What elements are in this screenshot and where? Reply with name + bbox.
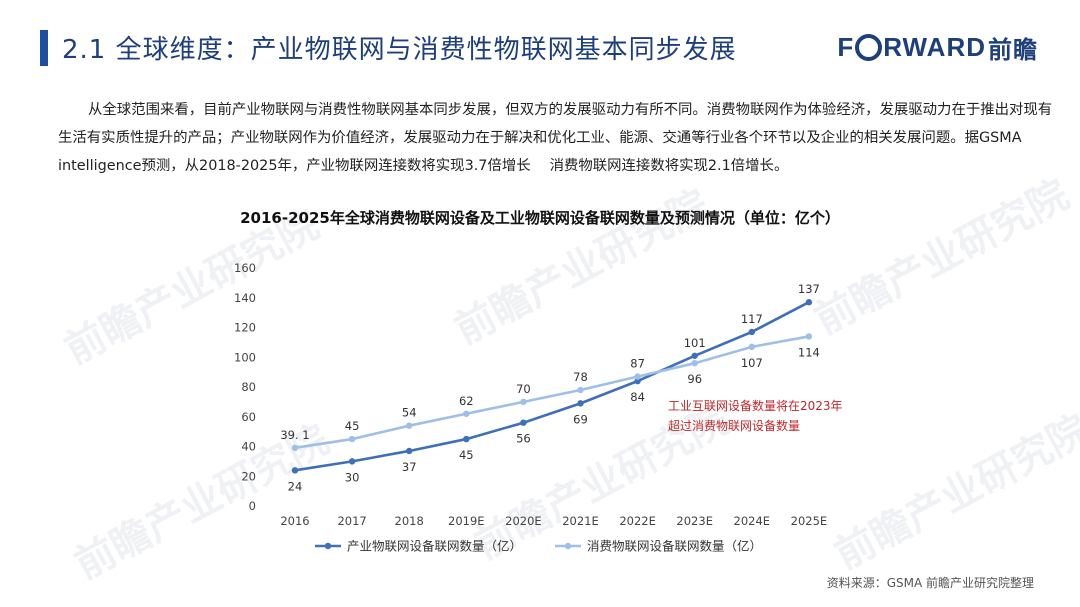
consumer-data-point bbox=[577, 386, 584, 394]
industrial-data-point bbox=[520, 419, 527, 426]
consumer-data-label: 107 bbox=[741, 356, 763, 370]
industrial-data-point bbox=[348, 458, 356, 465]
y-tick-label: 140 bbox=[234, 291, 256, 305]
x-tick-label: 2018 bbox=[395, 514, 424, 528]
x-tick-label: 2021E bbox=[562, 514, 599, 528]
consumer-data-point bbox=[805, 333, 813, 340]
consumer-data-point bbox=[291, 444, 299, 452]
y-tick-label: 80 bbox=[241, 380, 256, 394]
consumer-data-point bbox=[748, 343, 755, 351]
x-tick-label: 2016 bbox=[280, 514, 309, 528]
y-tick-label: 60 bbox=[241, 410, 256, 424]
industrial-data-label: 45 bbox=[459, 448, 474, 462]
chart-title: 2016-2025年全球消费物联网设备及工业物联网设备联网数量及预测情况（单位：… bbox=[240, 209, 840, 227]
consumer-data-point bbox=[348, 435, 356, 443]
legend-consumer-marker bbox=[564, 542, 572, 550]
legend-consumer-label: 消费物联网设备联网数量（亿） bbox=[587, 539, 762, 554]
body-paragraph: 从全球范围来看，目前产业物联网与消费性物联网基本同步发展，但双方的发展驱动力有所… bbox=[58, 102, 1053, 174]
industrial-data-point bbox=[577, 400, 584, 407]
consumer-data-point bbox=[634, 373, 641, 380]
industrial-data-point bbox=[691, 352, 698, 359]
x-tick-label: 2020E bbox=[505, 514, 542, 528]
forward-logo: F RWARD 前瞻 bbox=[837, 32, 1038, 64]
consumer-data-label: 96 bbox=[687, 372, 702, 386]
y-tick-label: 120 bbox=[234, 321, 256, 335]
consumer-data-label: 62 bbox=[459, 394, 474, 408]
industrial-data-label: 84 bbox=[630, 390, 645, 404]
consumer-data-label: 114 bbox=[798, 345, 820, 359]
industrial-data-point bbox=[291, 467, 299, 474]
industrial-data-label: 24 bbox=[288, 479, 303, 493]
legend-industrial-label: 产业物联网设备联网数量（亿） bbox=[347, 539, 522, 554]
consumer-series-line bbox=[294, 335, 810, 450]
consumer-data-point bbox=[520, 398, 527, 406]
x-tick-label: 2023E bbox=[676, 514, 713, 528]
y-tick-label: 20 bbox=[241, 469, 256, 483]
industrial-data-label: 69 bbox=[573, 412, 588, 426]
page-title: 2.1 全球维度：产业物联网与消费性物联网基本同步发展 bbox=[62, 35, 737, 65]
x-tick-label: 2019E bbox=[448, 514, 485, 528]
y-tick-label: 0 bbox=[249, 499, 256, 513]
logo-circle-icon bbox=[855, 34, 883, 61]
industrial-data-label: 30 bbox=[345, 470, 360, 484]
industrial-data-label: 117 bbox=[741, 312, 763, 326]
consumer-data-point bbox=[463, 410, 470, 417]
x-tick-label: 2025E bbox=[791, 514, 828, 528]
industrial-data-point bbox=[805, 299, 813, 306]
annotation-text: 超过消费物联网设备数量 bbox=[668, 418, 800, 433]
x-tick-label: 2022E bbox=[619, 514, 656, 528]
consumer-data-point bbox=[691, 360, 698, 367]
consumer-data-point bbox=[406, 422, 413, 429]
consumer-data-label: 54 bbox=[402, 406, 417, 420]
consumer-data-label: 39. 1 bbox=[280, 428, 309, 442]
industrial-data-label: 137 bbox=[798, 282, 820, 296]
industrial-data-point bbox=[406, 447, 413, 455]
industrial-series-line bbox=[294, 301, 810, 472]
industrial-data-label: 101 bbox=[684, 336, 706, 350]
y-tick-label: 40 bbox=[241, 440, 256, 454]
industrial-data-label: 37 bbox=[402, 460, 417, 474]
x-tick-label: 2024E bbox=[734, 514, 771, 528]
industrial-data-point bbox=[634, 377, 641, 385]
y-tick-label: 160 bbox=[234, 261, 256, 275]
y-tick-label: 100 bbox=[234, 350, 256, 364]
title-accent-bar bbox=[40, 30, 48, 66]
legend-industrial-marker bbox=[324, 542, 332, 550]
consumer-data-label: 78 bbox=[573, 370, 588, 384]
x-tick-label: 2017 bbox=[337, 514, 366, 528]
industrial-data-point bbox=[463, 435, 470, 443]
industrial-data-point bbox=[748, 328, 755, 336]
source-note: 资料来源：GSMA 前瞻产业研究院整理 bbox=[826, 576, 1034, 590]
consumer-data-label: 45 bbox=[345, 419, 360, 433]
annotation-text: 工业互联网设备数量将在2023年 bbox=[668, 398, 843, 413]
industrial-data-label: 56 bbox=[516, 432, 531, 446]
consumer-data-label: 70 bbox=[516, 382, 531, 396]
consumer-data-label: 87 bbox=[630, 357, 645, 371]
